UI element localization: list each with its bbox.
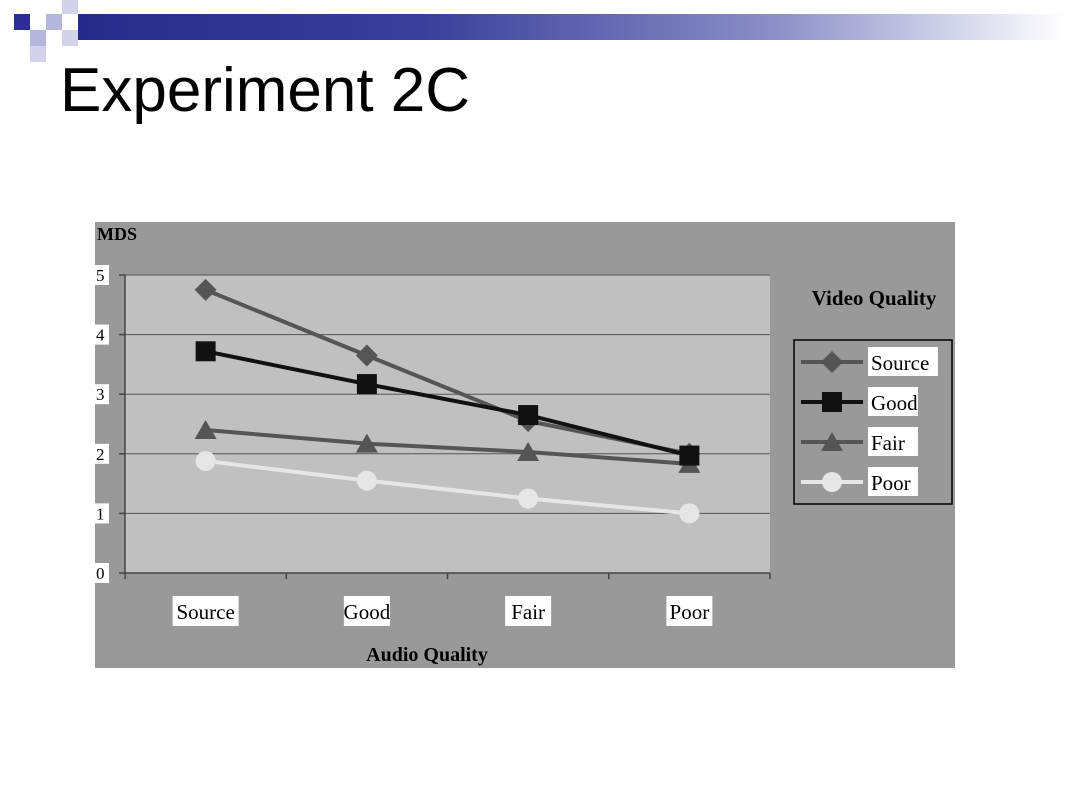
header-square-light-1 <box>46 14 62 30</box>
series-source-point <box>194 278 217 301</box>
y-tick-label-bg <box>95 384 109 405</box>
y-tick-label: 0 <box>96 564 105 583</box>
legend-swatch-source-marker <box>821 351 843 373</box>
series-poor-line <box>205 458 690 516</box>
y-tick-label: 2 <box>96 445 105 464</box>
legend-label-bg <box>868 467 918 496</box>
series-poor-point <box>518 488 539 509</box>
legend: Source Good Fair Poor <box>793 339 953 505</box>
x-tick-label: Source <box>176 600 234 624</box>
legend-item-source: Source <box>801 347 938 376</box>
legend-label-bg <box>868 387 918 416</box>
x-ticks: Source Good Fair Poor <box>124 573 771 626</box>
header-decoration <box>14 0 1066 62</box>
legend-item-poor: Poor <box>801 467 918 496</box>
x-tick-label-bg <box>505 596 552 626</box>
plot-area <box>125 275 770 573</box>
y-tick-label-bg <box>95 563 109 583</box>
x-tick-label: Fair <box>511 600 545 624</box>
x-axis-title-bg <box>347 640 507 666</box>
header-square-light-3 <box>62 0 78 14</box>
legend-label-bg <box>868 427 918 456</box>
legend-label-bg <box>868 347 938 376</box>
y-tick-label-bg <box>95 324 109 345</box>
y-tick-label: 4 <box>96 326 105 345</box>
y-tick-label-bg <box>95 443 109 464</box>
series-good-point <box>195 341 216 362</box>
header-square-light-2 <box>30 30 46 46</box>
x-tick-label-bg <box>172 596 239 626</box>
y-tick-label: 5 <box>96 266 105 285</box>
legend-title: Video Quality <box>812 286 937 310</box>
legend-label-poor: Poor <box>871 471 911 495</box>
x-tick-label-bg <box>666 596 713 626</box>
series-good-line <box>205 349 690 458</box>
x-axis-title: Audio Quality <box>366 644 488 666</box>
slide-title: Experiment 2C <box>60 56 471 125</box>
y-tick-label-bg <box>95 503 109 524</box>
header-square-light-5 <box>62 30 78 46</box>
header-gradient-band <box>78 14 1066 40</box>
y-axis-title: MDS <box>97 224 137 244</box>
series-fair-line <box>205 427 690 466</box>
series-good-point <box>518 405 539 426</box>
series-layer <box>194 278 701 524</box>
x-tick-label: Poor <box>670 600 710 624</box>
legend-label-good: Good <box>871 391 918 415</box>
series-fair-point <box>355 433 378 453</box>
series-fair-point <box>194 419 217 439</box>
series-fair-point <box>517 442 540 462</box>
legend-item-fair: Fair <box>801 427 918 456</box>
series-poor-point <box>356 470 377 491</box>
series-good <box>195 341 700 466</box>
legend-swatch-fair-marker <box>821 432 843 451</box>
series-poor-point <box>195 450 216 471</box>
line-chart: 0 1 2 3 4 5 Source Good Fair Poor MDS Audio Qual… <box>95 222 955 668</box>
legend-item-good: Good <box>801 387 918 416</box>
y-tick-label: 1 <box>96 504 105 523</box>
series-good-point <box>679 445 700 466</box>
y-tick-label-bg <box>95 265 109 285</box>
series-good-point <box>356 374 377 395</box>
header-square-light-4 <box>30 46 46 62</box>
series-source-point <box>355 344 378 367</box>
series-poor-point <box>679 503 700 524</box>
y-ticks: 0 1 2 3 4 5 <box>95 265 125 583</box>
header-square-dark <box>14 14 30 30</box>
y-tick-label: 3 <box>96 385 105 404</box>
x-tick-label-bg <box>343 596 390 626</box>
legend-label-fair: Fair <box>871 431 905 455</box>
chart-container: 0 1 2 3 4 5 Source Good Fair Poor MDS Audio Qual… <box>95 222 955 668</box>
legend-swatch-poor-marker <box>822 472 842 492</box>
gridlines <box>125 274 770 514</box>
series-source-line <box>204 288 690 456</box>
legend-label-source: Source <box>871 351 929 375</box>
series-poor <box>195 450 700 524</box>
legend-swatch-good-marker <box>822 392 842 412</box>
x-tick-label: Good <box>344 600 391 624</box>
